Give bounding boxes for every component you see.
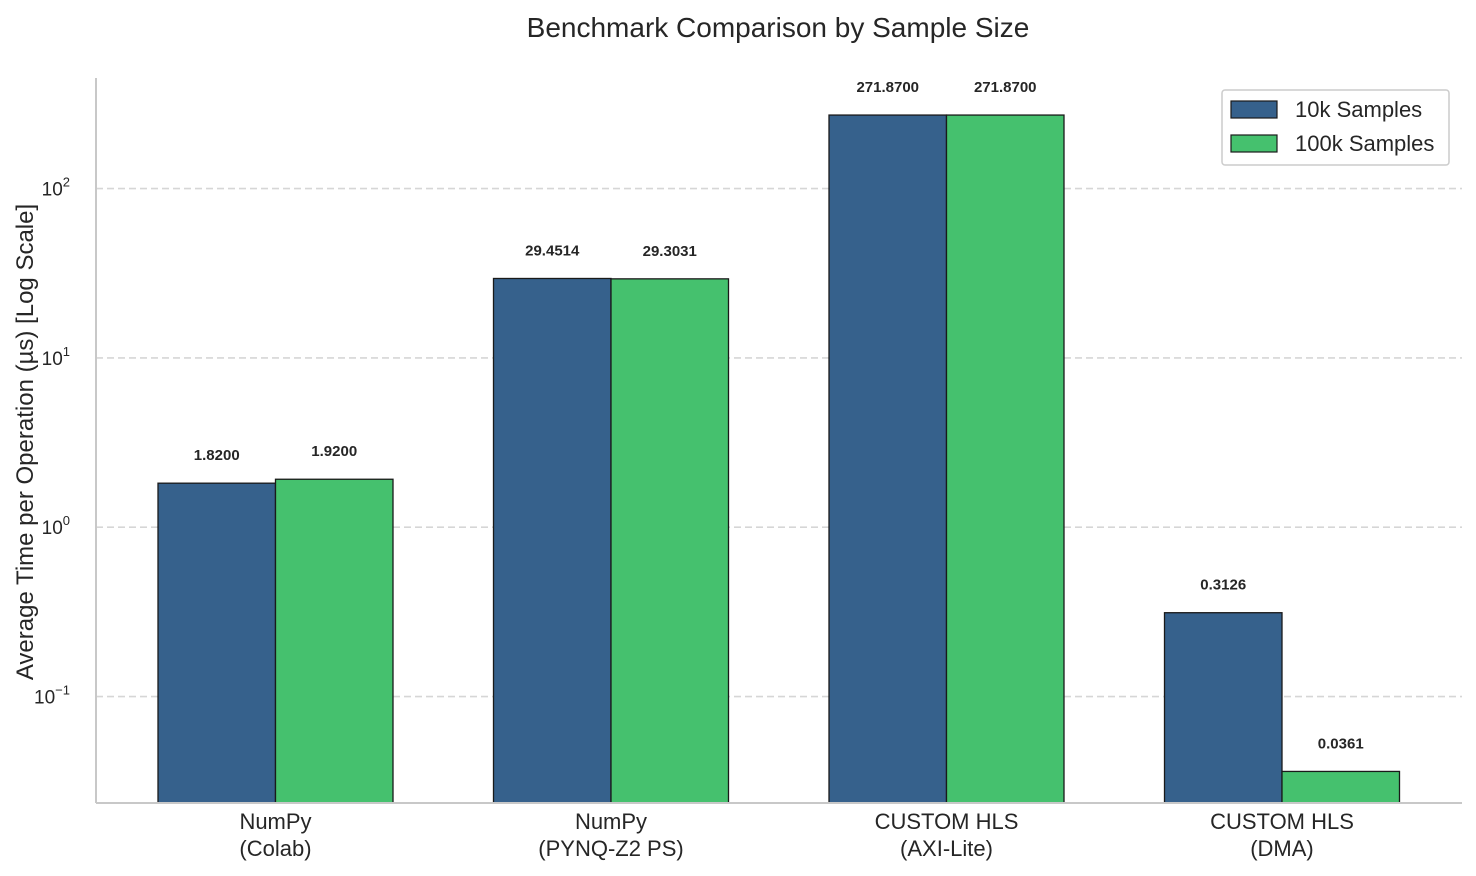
category-label: NumPy [239, 809, 311, 834]
data-label: 0.3126 [1200, 577, 1246, 594]
data-label: 1.9200 [311, 443, 357, 460]
category-label: CUSTOM HLS [1210, 809, 1354, 834]
category-label: (PYNQ-Z2 PS) [538, 836, 683, 861]
legend-frame [1221, 89, 1450, 166]
data-labels: 1.8200 1.9200 29.4514 29.3031 271.8700 271.87… [194, 79, 1364, 752]
category-label: (Colab) [239, 836, 311, 861]
bar-10k-3 [1163, 612, 1283, 804]
y-axis-label: Average Time per Operation (µs) [Log Sca… [12, 204, 39, 680]
y-tick-label: 10−1 [34, 683, 70, 709]
bar-10k-1 [492, 277, 612, 804]
bar-10k-0 [157, 482, 277, 804]
legend: 10k Samples 100k Samples [1221, 89, 1450, 166]
bar-100k-3 [1281, 770, 1401, 804]
y-tick-label: 100 [42, 513, 70, 539]
data-label: 1.8200 [194, 447, 240, 464]
data-label: 29.4514 [525, 242, 580, 259]
legend-label-10k: 10k Samples [1295, 97, 1422, 122]
y-tick-labels: 102 101 100 10−1 [34, 175, 70, 709]
data-label: 271.8700 [856, 79, 919, 96]
chart-title: Benchmark Comparison by Sample Size [527, 12, 1030, 43]
bars [157, 114, 1401, 804]
legend-label-100k: 100k Samples [1295, 131, 1434, 156]
axes [95, 78, 1462, 804]
legend-swatch-10k [1230, 100, 1278, 119]
category-label: (DMA) [1250, 836, 1314, 861]
bar-100k-1 [610, 278, 730, 804]
data-label: 0.0361 [1318, 735, 1364, 752]
legend-swatch-100k [1230, 134, 1278, 153]
category-label: (AXI-Lite) [900, 836, 993, 861]
data-label: 271.8700 [974, 79, 1037, 96]
category-label: CUSTOM HLS [875, 809, 1019, 834]
category-label: NumPy [575, 809, 647, 834]
bar-100k-2 [945, 114, 1065, 804]
bar-100k-0 [274, 478, 394, 804]
y-tick-label: 102 [42, 175, 70, 201]
data-label: 29.3031 [643, 243, 697, 260]
bar-10k-2 [828, 114, 948, 804]
y-tick-label: 101 [42, 344, 70, 370]
x-tick-labels: NumPy(Colab)NumPy(PYNQ-Z2 PS)CUSTOM HLS(… [239, 809, 1353, 861]
